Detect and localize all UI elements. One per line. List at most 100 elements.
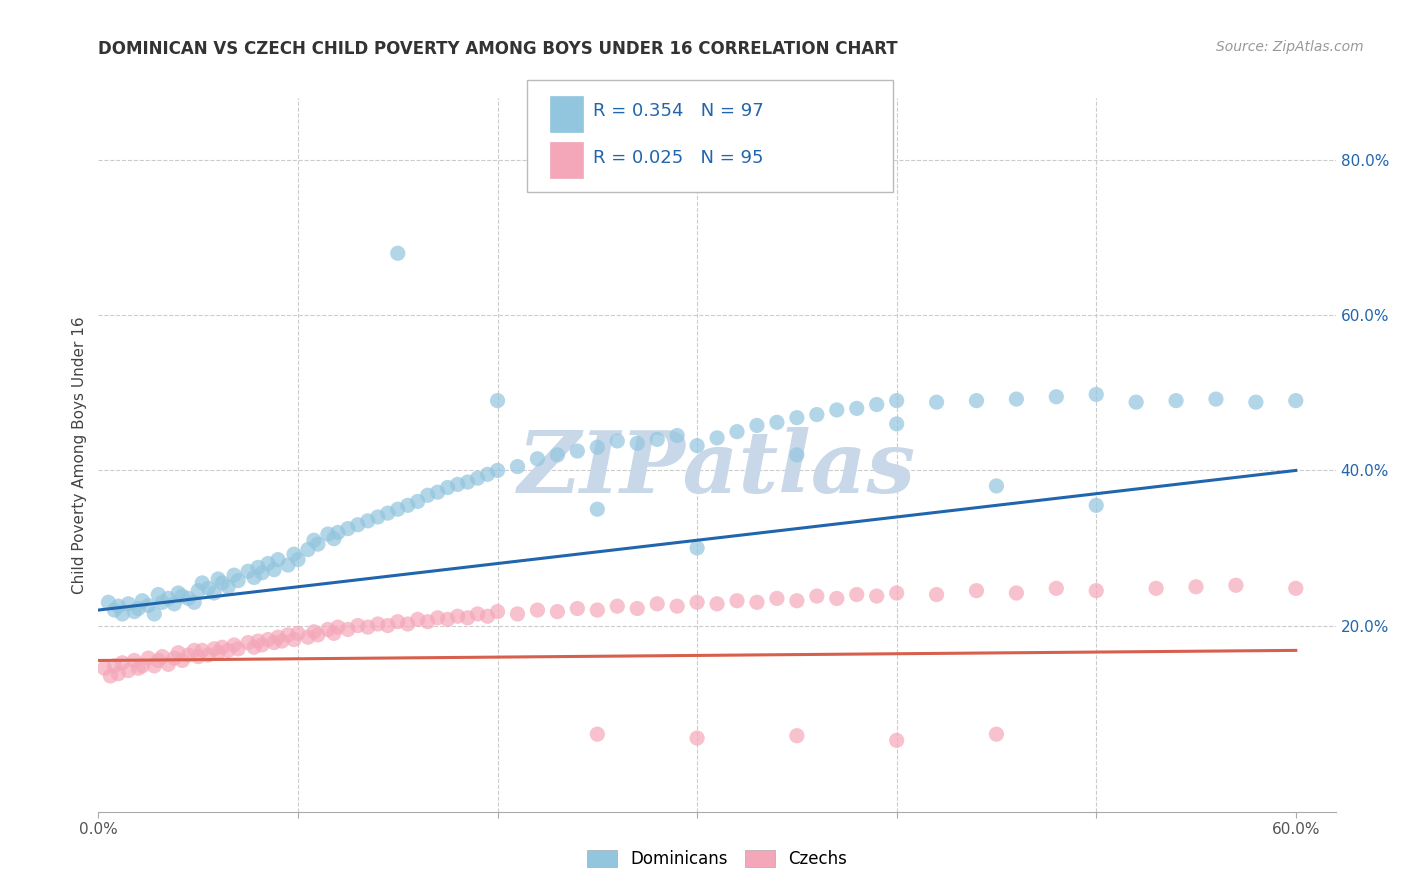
Point <box>336 522 359 536</box>
Point <box>1225 578 1247 592</box>
Text: R = 0.025   N = 95: R = 0.025 N = 95 <box>593 149 763 167</box>
Point <box>387 502 409 516</box>
Point <box>1244 395 1267 409</box>
Point <box>297 542 319 557</box>
Point <box>886 586 908 600</box>
Point <box>606 599 628 614</box>
Point <box>177 591 200 606</box>
Point <box>436 481 458 495</box>
Point <box>111 607 134 621</box>
Point <box>436 612 458 626</box>
Point <box>966 393 988 408</box>
Point <box>477 467 499 482</box>
Point <box>686 731 709 745</box>
Point <box>966 583 988 598</box>
Point <box>211 640 233 655</box>
Point <box>1285 393 1308 408</box>
Point <box>396 499 419 513</box>
Text: Source: ZipAtlas.com: Source: ZipAtlas.com <box>1216 40 1364 54</box>
Point <box>117 664 139 678</box>
Point <box>745 595 768 609</box>
Point <box>886 733 908 747</box>
Point <box>302 624 325 639</box>
Point <box>1005 586 1028 600</box>
Point <box>103 603 125 617</box>
Point <box>202 586 225 600</box>
Point <box>725 593 748 607</box>
Point <box>686 595 709 609</box>
Point <box>766 415 789 429</box>
Point <box>207 646 229 660</box>
Point <box>745 418 768 433</box>
Point <box>396 617 419 632</box>
Point <box>406 612 429 626</box>
Point <box>283 547 305 561</box>
Point <box>477 609 499 624</box>
Point <box>467 471 489 485</box>
Point <box>236 635 259 649</box>
Point <box>187 583 209 598</box>
Point <box>143 607 166 621</box>
Point <box>191 643 214 657</box>
Point <box>526 603 548 617</box>
Point <box>1205 392 1227 406</box>
Point <box>197 648 219 662</box>
Point <box>107 599 129 614</box>
Point <box>163 651 186 665</box>
Point <box>243 640 266 655</box>
Point <box>546 448 568 462</box>
Point <box>357 620 380 634</box>
Text: DOMINICAN VS CZECH CHILD POVERTY AMONG BOYS UNDER 16 CORRELATION CHART: DOMINICAN VS CZECH CHILD POVERTY AMONG B… <box>98 40 898 58</box>
Point <box>107 666 129 681</box>
Point <box>302 533 325 548</box>
Point <box>111 656 134 670</box>
Point <box>127 601 149 615</box>
Point <box>217 643 239 657</box>
Point <box>124 605 146 619</box>
Point <box>925 395 948 409</box>
Point <box>103 659 125 673</box>
Point <box>127 661 149 675</box>
Point <box>467 607 489 621</box>
Point <box>257 557 280 571</box>
Point <box>457 611 479 625</box>
Point <box>211 575 233 590</box>
Point <box>326 620 349 634</box>
Point <box>526 451 548 466</box>
Point <box>377 506 399 520</box>
Point <box>197 582 219 596</box>
Point <box>626 601 648 615</box>
Point <box>172 589 194 603</box>
Point <box>506 607 529 621</box>
Point <box>117 597 139 611</box>
Point <box>1144 582 1167 596</box>
Point <box>786 410 808 425</box>
Point <box>316 623 339 637</box>
Point <box>150 595 173 609</box>
Point <box>93 661 115 675</box>
Point <box>336 623 359 637</box>
Point <box>377 618 399 632</box>
Point <box>287 552 309 566</box>
Point <box>606 434 628 448</box>
Point <box>148 653 170 667</box>
Point <box>506 459 529 474</box>
Point <box>406 494 429 508</box>
Point <box>925 588 948 602</box>
Point <box>686 439 709 453</box>
Point <box>845 588 868 602</box>
Point <box>226 641 249 656</box>
Point <box>224 638 246 652</box>
Point <box>666 428 689 442</box>
Point <box>263 563 285 577</box>
Point <box>202 641 225 656</box>
Point <box>367 617 389 632</box>
Point <box>267 552 290 566</box>
Point <box>124 653 146 667</box>
Point <box>886 417 908 431</box>
Point <box>446 609 468 624</box>
Point <box>243 570 266 584</box>
Point <box>446 477 468 491</box>
Point <box>183 595 205 609</box>
Point <box>1005 392 1028 406</box>
